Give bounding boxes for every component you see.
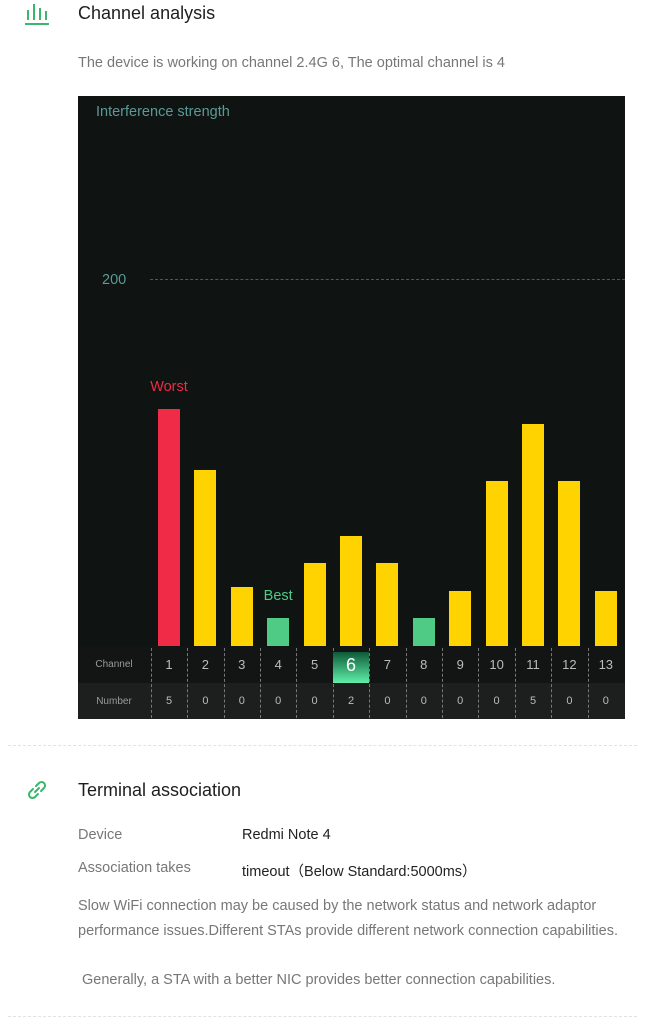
link-icon: [24, 777, 50, 808]
bar-channel-8: [412, 618, 435, 646]
station-count: 0: [384, 695, 391, 707]
column-separator: [150, 648, 152, 718]
channel-label: 3: [238, 657, 246, 672]
channel-label: 12: [562, 657, 577, 672]
column-separator: [442, 648, 443, 718]
bar-channel-12: [558, 480, 581, 646]
divider: [8, 1016, 637, 1017]
channel-label: 10: [489, 657, 504, 672]
column-separator: [332, 648, 334, 718]
channel-row-label: Channel: [95, 659, 133, 670]
column-separator: [514, 648, 516, 718]
channel-label: 7: [383, 657, 392, 672]
association-value: timeout（Below Standard:5000ms）: [242, 864, 477, 880]
column-separator: [296, 648, 298, 718]
channel-label: 6: [345, 655, 357, 675]
station-count: 0: [566, 695, 573, 707]
gridline-label: 200: [102, 272, 127, 288]
column-separator: [260, 648, 261, 718]
explanation-text: Slow WiFi connection may be caused by th…: [78, 898, 618, 939]
column-separator: [223, 648, 225, 718]
column-separator: [187, 648, 189, 718]
channel-label: 1: [165, 657, 173, 672]
column-separator: [551, 648, 553, 718]
device-value: Redmi Note 4: [242, 827, 331, 843]
bar-channel-13: [594, 590, 617, 646]
channel-summary: The device is working on channel 2.4G 6,…: [78, 55, 505, 71]
station-count: 0: [420, 695, 427, 707]
bar-channel-4: [267, 618, 290, 646]
explanation-text-2: Generally, a STA with a better NIC provi…: [78, 972, 556, 988]
channel-label: 8: [420, 657, 428, 672]
divider: [8, 745, 637, 746]
channel-label: 11: [526, 657, 540, 672]
bar-channel-7: [376, 563, 399, 646]
number-row-label: Number: [96, 696, 132, 707]
station-count: 0: [602, 695, 609, 707]
channel-label: 4: [274, 657, 282, 672]
station-count: 0: [457, 695, 464, 707]
bar-channel-10: [485, 480, 508, 646]
station-count: 5: [529, 695, 537, 707]
bar-chart-icon: [24, 2, 52, 31]
station-count: 0: [202, 695, 209, 707]
column-separator: [369, 648, 371, 718]
bar-channel-2: [194, 469, 217, 646]
interference-chart: Interference strength 200 Worst Best Chan…: [78, 96, 625, 719]
channel-label: 2: [201, 657, 210, 672]
station-count: 0: [493, 695, 500, 707]
section-title: Channel analysis: [78, 3, 216, 23]
station-count: 5: [165, 695, 173, 707]
column-separator: [587, 648, 589, 718]
association-label: Association takes: [78, 860, 191, 876]
current-channel-highlight: [333, 652, 369, 683]
column-separator: [405, 648, 407, 718]
station-count: 0: [311, 695, 318, 707]
best-label: Best: [263, 588, 293, 605]
bar-channel-1: [158, 409, 180, 646]
chart-title: Interference strength: [96, 104, 230, 120]
channel-label: 13: [598, 657, 614, 672]
station-count: 0: [275, 695, 282, 707]
number-row: [78, 683, 625, 719]
station-count: 2: [347, 695, 355, 707]
device-label: Device: [78, 827, 123, 843]
channel-label: 9: [456, 657, 464, 672]
section-title: Terminal association: [78, 780, 242, 800]
bar-channel-6: [340, 535, 362, 646]
bar-channel-5: [303, 563, 326, 646]
gridline: [150, 279, 625, 280]
column-separator: [478, 648, 480, 718]
channel-label: 5: [310, 657, 319, 672]
bar-channel-9: [449, 590, 472, 646]
worst-label: Worst: [150, 379, 188, 396]
station-count: 0: [238, 695, 245, 707]
bar-channel-11: [522, 423, 544, 646]
bar-channel-3: [230, 587, 253, 646]
